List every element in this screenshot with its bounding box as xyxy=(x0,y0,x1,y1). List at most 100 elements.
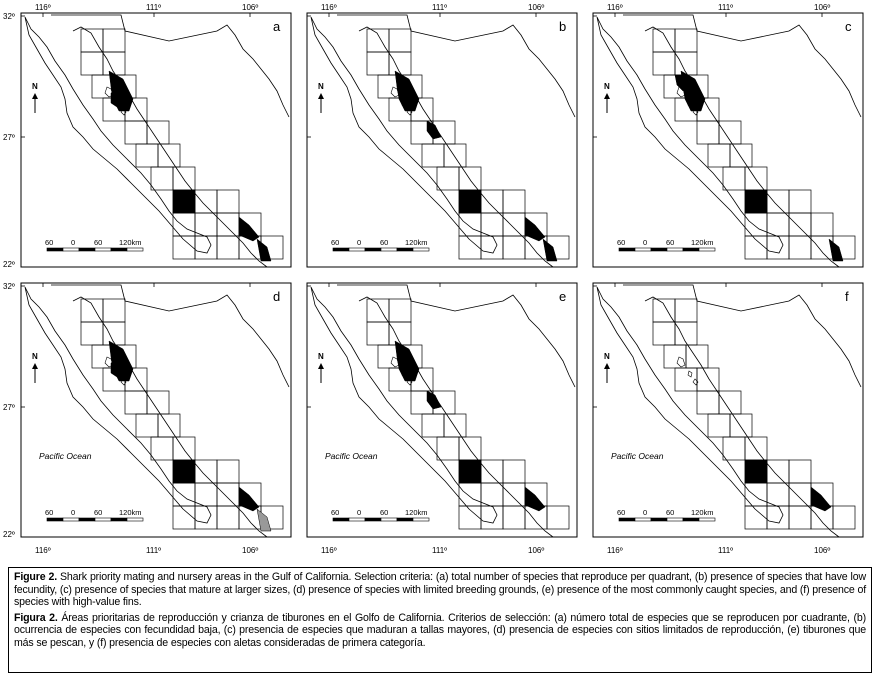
scale-label: 60 xyxy=(94,508,102,517)
grid-quadrant xyxy=(729,143,753,168)
scale-segment xyxy=(634,247,652,252)
grid-quadrant xyxy=(696,390,720,415)
baja-peninsula-outline xyxy=(596,16,784,254)
scale-label: 0 xyxy=(357,508,361,517)
caption-spanish: Figura 2. Áreas prioritarias de reproduc… xyxy=(14,612,866,650)
grid-quadrant xyxy=(150,166,174,191)
panel-frame xyxy=(306,12,578,268)
scale-label: 120km xyxy=(691,508,714,517)
scale-segment xyxy=(650,517,668,522)
grid-quadrant xyxy=(135,413,159,438)
north-label: N xyxy=(318,352,324,361)
scale-label: 0 xyxy=(643,238,647,247)
grid-quadrant xyxy=(502,505,526,530)
scale-segment xyxy=(618,517,636,522)
grid-quadrant xyxy=(652,321,676,346)
map-panel-e: e N 60 0 60 120km Pacific Ocean xyxy=(310,284,576,538)
scale-label: 60 xyxy=(45,508,53,517)
panel-label: f xyxy=(845,289,849,304)
grid-quadrant xyxy=(157,413,181,438)
longitude-label-bottom: 111º xyxy=(432,546,447,555)
caption-spanish-text: Áreas prioritarias de reproducción y cri… xyxy=(14,611,866,649)
scale-segment xyxy=(412,517,430,522)
grid-quadrant xyxy=(102,28,126,53)
us-mexico-border xyxy=(51,14,290,118)
grid-quadrant xyxy=(102,321,126,346)
grid-quadrant xyxy=(194,212,218,237)
panel-frame xyxy=(306,282,578,538)
figure-caption: Figure 2. Shark priority mating and nurs… xyxy=(8,567,872,673)
map-panel-d: d N 60 0 60 120km Pacific Ocean xyxy=(24,284,290,538)
scale-segment xyxy=(650,247,668,252)
grid-quadrant xyxy=(810,212,834,237)
grid-quadrant xyxy=(696,120,720,145)
scale-segment xyxy=(618,247,636,252)
north-arrow-icon: N xyxy=(604,352,610,383)
grid-quadrant xyxy=(685,344,709,369)
scale-segment xyxy=(332,247,350,252)
scale-label: 60 xyxy=(331,238,339,247)
scale-label: 60 xyxy=(617,238,625,247)
scale-label: 60 xyxy=(666,508,674,517)
north-arrow-icon: N xyxy=(32,82,38,113)
grid-quadrant xyxy=(766,189,790,214)
grid-quadrant xyxy=(652,51,676,76)
grid-quadrant xyxy=(436,166,460,191)
grid-quadrant xyxy=(788,189,812,214)
scale-label: 0 xyxy=(357,238,361,247)
mainland-coastline xyxy=(644,26,840,268)
grid-quadrant xyxy=(674,28,698,53)
latitude-label: 22º xyxy=(3,260,15,269)
scale-segment xyxy=(682,517,700,522)
shark-nursery-map-figure: a N 60 0 60 120km b N 60 0 60 120km c N 60 0 60 120km d N 60… xyxy=(3,3,864,555)
priority-area-black xyxy=(828,238,844,262)
baja-peninsula-outline xyxy=(596,286,784,524)
priority-area-black xyxy=(394,70,420,112)
scale-segment xyxy=(634,517,652,522)
grid-quadrant xyxy=(366,51,390,76)
scale-segment xyxy=(396,247,414,252)
panel-label: e xyxy=(559,289,566,304)
grid-quadrant xyxy=(788,482,812,507)
scale-bar: 60 0 60 120km xyxy=(45,508,144,522)
scale-label: 120km xyxy=(119,238,142,247)
longitude-label-top: 111º xyxy=(718,3,733,12)
grid-quadrant xyxy=(436,436,460,461)
us-mexico-border xyxy=(623,284,862,388)
scale-segment xyxy=(46,247,64,252)
latitude-label: 32º xyxy=(3,12,15,21)
scale-segment xyxy=(364,247,382,252)
grid-quadrant xyxy=(546,505,570,530)
scale-label: 60 xyxy=(666,238,674,247)
grid-quadrant xyxy=(502,235,526,260)
grid-quadrant xyxy=(480,459,504,484)
latitude-label: 27º xyxy=(3,403,15,412)
grid-quadrant xyxy=(366,321,390,346)
caption-english: Figure 2. Shark priority mating and nurs… xyxy=(14,571,866,609)
grid-quadrant xyxy=(135,143,159,168)
priority-area-black xyxy=(238,216,260,242)
baja-peninsula-outline xyxy=(310,16,498,254)
grid-quadrant xyxy=(458,166,482,191)
longitude-label-bottom: 116º xyxy=(321,546,337,555)
longitude-label-bottom: 106º xyxy=(242,546,258,555)
panel-frame xyxy=(592,282,864,538)
grid-quadrant xyxy=(707,413,731,438)
priority-area-black xyxy=(524,486,546,512)
priority-area-black xyxy=(238,486,260,512)
grid-quadrant xyxy=(502,189,526,214)
scale-segment xyxy=(698,247,716,252)
grid-quadrant xyxy=(744,166,768,191)
priority-area-black xyxy=(524,216,546,242)
priority-area-black xyxy=(744,189,768,214)
north-label: N xyxy=(32,82,38,91)
grid-quadrant xyxy=(788,212,812,237)
priority-area-black xyxy=(542,238,558,262)
grid-quadrant xyxy=(102,51,126,76)
map-panel-c: c N 60 0 60 120km xyxy=(596,14,862,268)
scale-segment xyxy=(94,517,112,522)
grid-quadrant xyxy=(172,166,196,191)
scale-bar: 60 0 60 120km xyxy=(331,238,430,252)
priority-area-black xyxy=(172,189,196,214)
grid-quadrant xyxy=(502,459,526,484)
